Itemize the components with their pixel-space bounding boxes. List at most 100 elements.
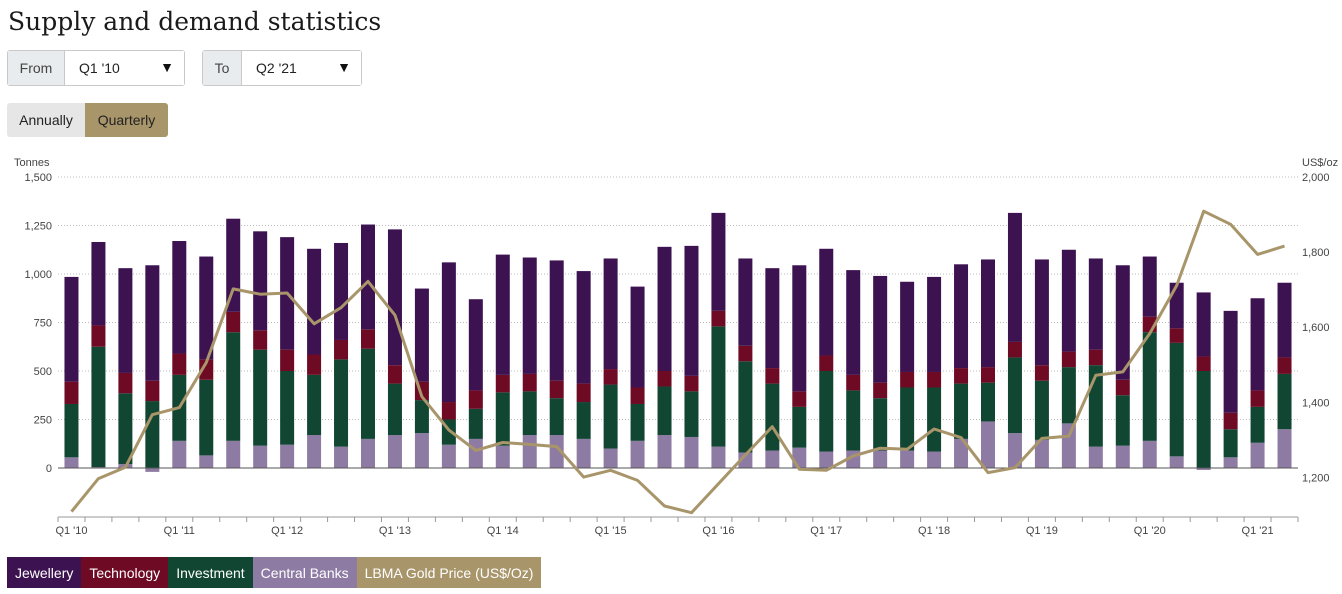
bar-investment [1007, 357, 1022, 434]
bar-central-banks [711, 446, 726, 468]
bar-jewellery [334, 242, 349, 340]
bar-jewellery [64, 276, 79, 382]
y2-tick-label: 1,200 [1302, 472, 1330, 484]
bar-central-banks [387, 435, 402, 468]
bar-investment [91, 346, 106, 468]
bar-central-banks [1196, 468, 1211, 470]
bar-investment [738, 361, 753, 453]
bar-investment [414, 400, 429, 434]
bar-central-banks [307, 435, 322, 468]
legend-technology[interactable]: Technology [81, 557, 169, 588]
bar-jewellery [172, 241, 187, 354]
legend-central-banks[interactable]: Central Banks [252, 557, 357, 588]
bar-jewellery [441, 262, 456, 403]
bar-central-banks [334, 446, 349, 468]
from-picker: From Q1 '10 ▼ [7, 50, 185, 86]
legend-investment[interactable]: Investment [168, 557, 253, 588]
bar-technology [199, 359, 214, 380]
bar-investment [361, 348, 375, 439]
bar-jewellery [1223, 310, 1238, 413]
page-title: Supply and demand statistics [8, 7, 382, 36]
bar-technology [522, 373, 537, 392]
bar-jewellery [657, 246, 672, 371]
bar-central-banks [226, 440, 241, 468]
bar-technology [1196, 356, 1211, 371]
quarterly-button[interactable]: Quarterly [85, 103, 168, 137]
left-axis-title: Tonnes [14, 157, 50, 169]
bar-investment [253, 349, 268, 446]
bar-investment [900, 387, 915, 451]
bar-central-banks [1142, 440, 1157, 468]
bar-central-banks [738, 452, 753, 468]
bar-jewellery [576, 271, 591, 384]
bar-technology [900, 371, 915, 388]
bar-technology [91, 325, 106, 347]
bar-jewellery [226, 218, 241, 312]
bar-investment [1277, 373, 1292, 430]
bar-jewellery [253, 231, 268, 331]
bar-investment [954, 383, 969, 439]
bar-investment [603, 384, 618, 449]
x-tick-label: Q1 '14 [487, 525, 519, 537]
bar-jewellery [414, 288, 429, 382]
from-label: From [8, 51, 65, 85]
to-label: To [203, 51, 242, 85]
bar-technology [226, 311, 241, 333]
bar-investment [1250, 406, 1265, 443]
bar-investment [307, 374, 322, 436]
bar-technology [765, 368, 780, 384]
bar-jewellery [1250, 298, 1265, 391]
bar-central-banks [576, 438, 591, 468]
x-tick-label: Q1 '20 [1134, 525, 1166, 537]
bar-central-banks [981, 421, 995, 468]
bar-central-banks [900, 450, 915, 468]
x-tick-label: Q1 '18 [918, 525, 950, 537]
bar-investment [1142, 332, 1157, 441]
bar-technology [307, 354, 322, 375]
bar-jewellery [1007, 212, 1022, 342]
legend-gold-price[interactable]: LBMA Gold Price (US$/Oz) [356, 557, 542, 588]
bar-jewellery [549, 260, 564, 381]
right-axis-title: US$/oz [1302, 157, 1338, 169]
gold-price-line [70, 209, 1285, 515]
bar-technology [684, 375, 699, 392]
bar-jewellery [684, 245, 699, 376]
legend-jewellery[interactable]: Jewellery [7, 557, 82, 588]
bar-central-banks [1061, 423, 1076, 468]
bar-investment [711, 326, 726, 447]
bar-investment [145, 401, 160, 468]
bar-jewellery [387, 229, 402, 366]
bar-jewellery [711, 212, 726, 311]
bar-jewellery [1169, 282, 1184, 329]
x-tick-label: Q1 '21 [1242, 525, 1274, 537]
bar-investment [549, 398, 564, 436]
bar-technology [1061, 351, 1076, 368]
bar-investment [226, 332, 241, 441]
bar-technology [711, 310, 726, 327]
bar-technology [495, 374, 510, 393]
bar-central-banks [603, 448, 618, 468]
bar-investment [846, 390, 861, 451]
to-select[interactable]: Q2 '21 ▼ [242, 51, 361, 85]
from-value: Q1 '10 [79, 60, 120, 76]
bar-central-banks [172, 440, 187, 468]
bar-investment [684, 391, 699, 437]
bar-investment [387, 383, 402, 436]
to-picker: To Q2 '21 ▼ [202, 50, 362, 86]
bar-central-banks [1034, 439, 1049, 468]
x-tick-label: Q1 '15 [595, 525, 627, 537]
bar-central-banks [199, 455, 214, 468]
bar-central-banks [1223, 457, 1238, 468]
bar-central-banks [64, 457, 79, 468]
bar-central-banks [549, 435, 564, 468]
bar-investment [118, 393, 133, 465]
bar-technology [549, 380, 564, 399]
bar-technology [280, 349, 295, 371]
annually-button[interactable]: Annually [7, 103, 85, 137]
bar-technology [603, 369, 618, 385]
bar-jewellery [1061, 249, 1076, 352]
y2-tick-label: 1,800 [1302, 247, 1330, 259]
bar-jewellery [603, 258, 618, 370]
from-select[interactable]: Q1 '10 ▼ [65, 51, 184, 85]
y2-tick-label: 1,400 [1302, 397, 1330, 409]
